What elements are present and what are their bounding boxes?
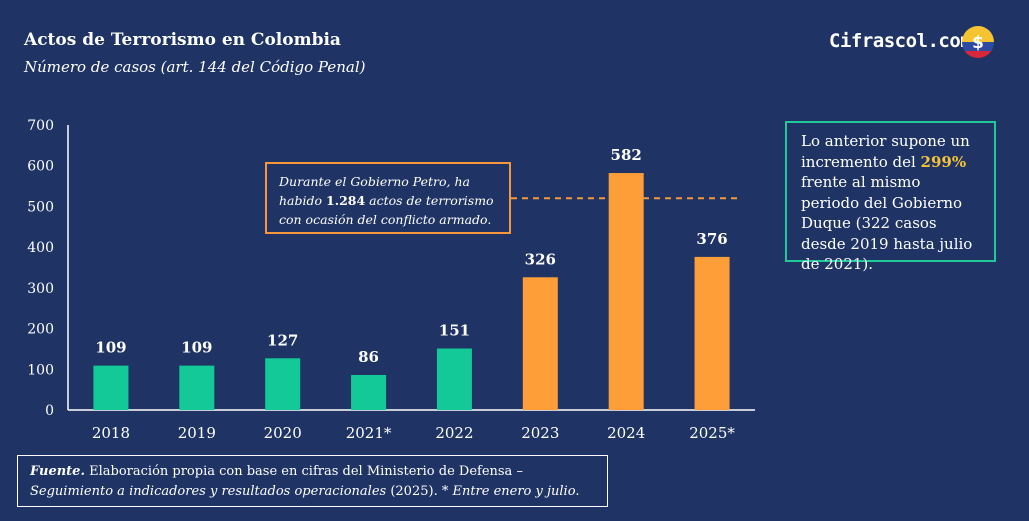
insight-box: Lo anterior supone un incremento del 299… bbox=[785, 121, 996, 273]
logo-symbol: $ bbox=[972, 33, 984, 53]
bar-2025* bbox=[694, 256, 730, 410]
chart-subtitle: Número de casos (art. 144 del Código Pen… bbox=[24, 58, 366, 76]
colombia-flag-logo-icon: $ bbox=[962, 26, 994, 58]
source-text-1: Elaboración propia con base en cifras de… bbox=[84, 464, 523, 479]
source-box: Fuente. Elaboración propia con base en c… bbox=[17, 455, 608, 507]
x-tick-label: 2021* bbox=[346, 424, 392, 442]
y-tick-label: 500 bbox=[27, 199, 54, 215]
data-label: 582 bbox=[611, 146, 642, 164]
y-tick-label: 700 bbox=[27, 118, 54, 134]
x-tick-label: 2020 bbox=[264, 424, 302, 442]
bar-2022 bbox=[436, 348, 472, 410]
y-tick-label: 100 bbox=[27, 362, 54, 378]
y-tick-label: 600 bbox=[27, 159, 54, 175]
source-italic: Seguimiento a indicadores y resultados o… bbox=[30, 484, 387, 499]
bar-2024 bbox=[608, 173, 644, 410]
annotation-highlight: 1.284 bbox=[326, 193, 366, 208]
source-label: Fuente. bbox=[30, 464, 85, 479]
bar-2018 bbox=[93, 365, 129, 410]
data-label: 109 bbox=[95, 339, 126, 357]
insight-highlight: 299% bbox=[920, 152, 967, 171]
chart-title: Actos de Terrorismo en Colombia bbox=[24, 30, 341, 50]
bar-2023 bbox=[522, 277, 558, 410]
x-tick-label: 2022 bbox=[435, 424, 473, 442]
x-tick-label: 2019 bbox=[178, 424, 216, 442]
bar-2021* bbox=[351, 374, 387, 410]
data-label: 376 bbox=[696, 230, 727, 248]
data-label: 86 bbox=[358, 348, 379, 366]
data-label: 127 bbox=[267, 331, 298, 349]
source-note: * Entre enero y julio. bbox=[441, 484, 580, 499]
petro-annotation-box: Durante el Gobierno Petro, ha habido 1.2… bbox=[265, 162, 511, 234]
data-label: 109 bbox=[181, 339, 212, 357]
x-tick-label: 2018 bbox=[92, 424, 130, 442]
data-label: 151 bbox=[439, 322, 470, 340]
bar-2019 bbox=[179, 365, 215, 410]
x-tick-label: 2023 bbox=[521, 424, 559, 442]
insight-text-before: Lo anterior supone un incremento del bbox=[801, 132, 970, 171]
y-tick-label: 0 bbox=[45, 403, 54, 419]
y-tick-label: 200 bbox=[27, 322, 54, 338]
bar-2020 bbox=[265, 358, 301, 410]
data-label: 326 bbox=[525, 250, 556, 268]
y-tick-label: 300 bbox=[27, 281, 54, 297]
annotation-text-before: Durante el Gobierno Petro, ha habido bbox=[279, 174, 470, 208]
annotation-text-after: actos de terrorismo con ocasión del conf… bbox=[279, 193, 494, 227]
source-text-2: (2025). bbox=[386, 484, 442, 499]
insight-text-after: frente al mismo periodo del Gobierno Duq… bbox=[801, 173, 973, 273]
x-tick-label: 2025* bbox=[689, 424, 735, 442]
brand-name[interactable]: Cifrascol.com bbox=[829, 30, 972, 52]
x-tick-label: 2024 bbox=[607, 424, 645, 442]
y-tick-label: 400 bbox=[27, 240, 54, 256]
